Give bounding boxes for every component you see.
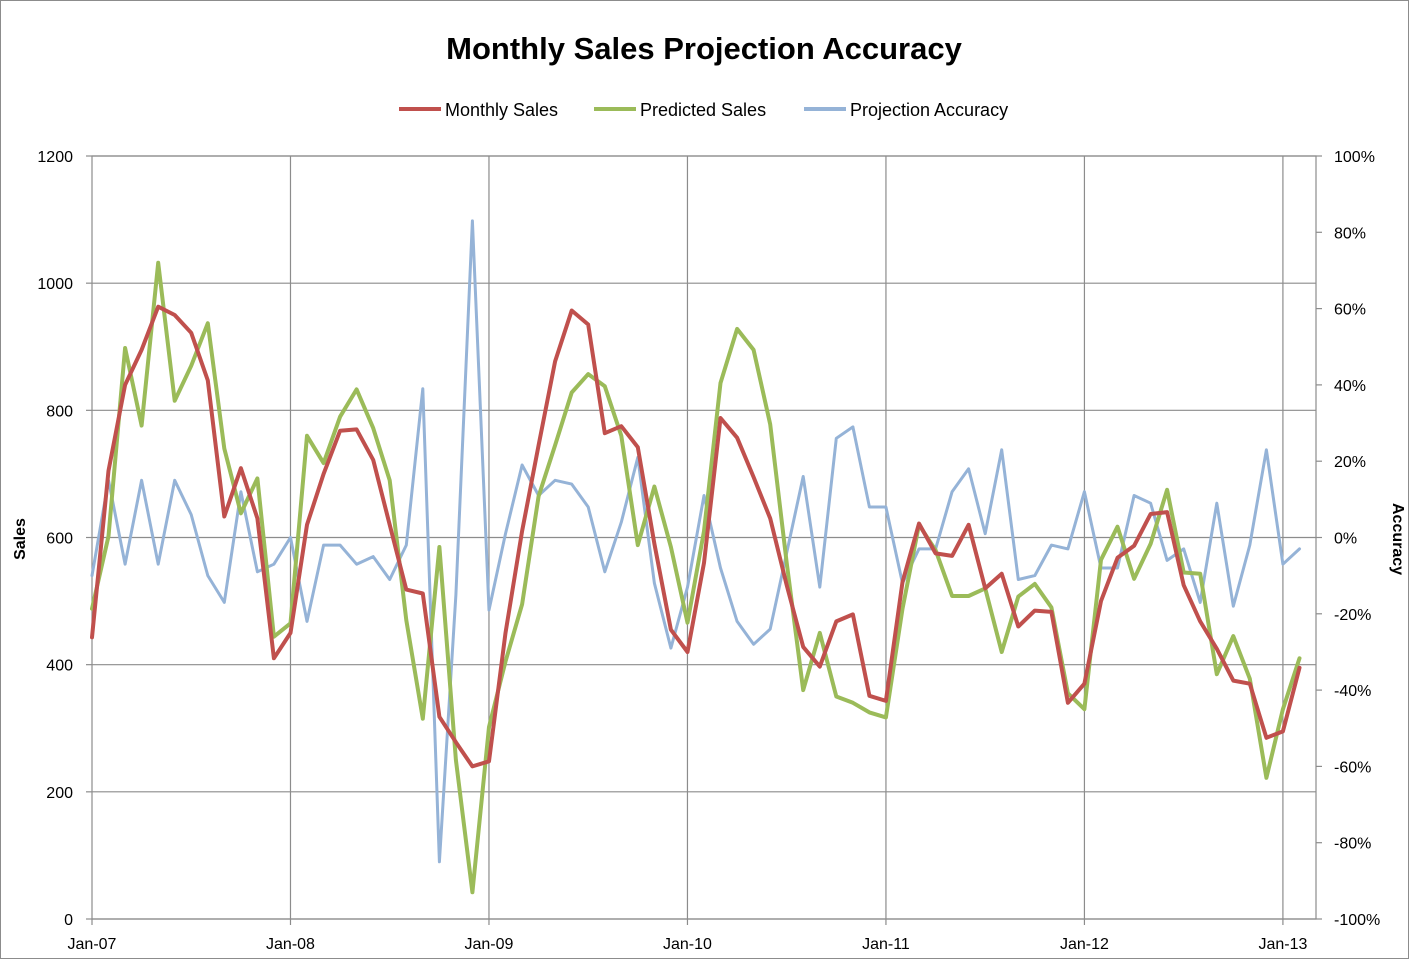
y2-tick-label: 20% bbox=[1334, 454, 1366, 471]
y2-tick-label: -40% bbox=[1334, 683, 1371, 700]
x-tick-label: Jan-08 bbox=[266, 936, 315, 953]
x-tick-label: Jan-11 bbox=[862, 936, 910, 953]
series-line-predicted-sales bbox=[90, 260, 1302, 895]
y2-tick-label: 60% bbox=[1334, 302, 1366, 319]
x-tick-label: Jan-13 bbox=[1258, 936, 1307, 953]
y-tick-label: 800 bbox=[46, 403, 73, 420]
y-axis-title: Sales bbox=[12, 518, 29, 560]
y-tick-label: 600 bbox=[46, 531, 73, 548]
y-tick-label: 0 bbox=[64, 912, 73, 929]
y-tick-label: 400 bbox=[46, 658, 73, 675]
y2-tick-label: -80% bbox=[1334, 836, 1371, 853]
left-axis: 0 200 400 600 800 1000 1200 bbox=[37, 149, 92, 929]
y2-tick-label: 100% bbox=[1334, 149, 1375, 166]
y2-axis-title: Accuracy bbox=[1389, 503, 1406, 575]
y2-tick-label: -60% bbox=[1334, 759, 1371, 776]
right-axis: -100% -80% -60% -40% -20% 0% 20% 40% 60% 80% 100% bbox=[1316, 149, 1380, 929]
y2-tick-label: 80% bbox=[1334, 225, 1366, 242]
series-line-monthly-sales bbox=[90, 304, 1302, 769]
x-tick-label: Jan-09 bbox=[465, 936, 514, 953]
y-tick-label: 1000 bbox=[37, 276, 73, 293]
series-lines bbox=[90, 219, 1302, 895]
y2-tick-label: -100% bbox=[1334, 912, 1380, 929]
x-axis: Jan-07 Jan-08 Jan-09 Jan-10 Jan-11 Jan-12 Jan-… bbox=[68, 919, 1307, 953]
x-tick-label: Jan-10 bbox=[663, 936, 712, 953]
legend-label: Predicted Sales bbox=[640, 100, 766, 120]
y2-tick-label: -20% bbox=[1334, 607, 1371, 624]
legend-label: Monthly Sales bbox=[445, 100, 558, 120]
chart-title: Monthly Sales Projection Accuracy bbox=[446, 31, 962, 66]
y-tick-label: 1200 bbox=[37, 149, 73, 166]
legend: Monthly Sales Predicted Sales Projection A… bbox=[399, 100, 1008, 120]
legend-label: Projection Accuracy bbox=[850, 100, 1008, 120]
y2-tick-label: 40% bbox=[1334, 378, 1366, 395]
y-tick-label: 200 bbox=[46, 785, 73, 802]
x-tick-label: Jan-12 bbox=[1060, 936, 1109, 953]
plot-area bbox=[90, 155, 1317, 920]
series-line-projection-accuracy bbox=[90, 219, 1301, 864]
y2-tick-label: 0% bbox=[1334, 531, 1357, 548]
x-tick-label: Jan-07 bbox=[68, 936, 117, 953]
